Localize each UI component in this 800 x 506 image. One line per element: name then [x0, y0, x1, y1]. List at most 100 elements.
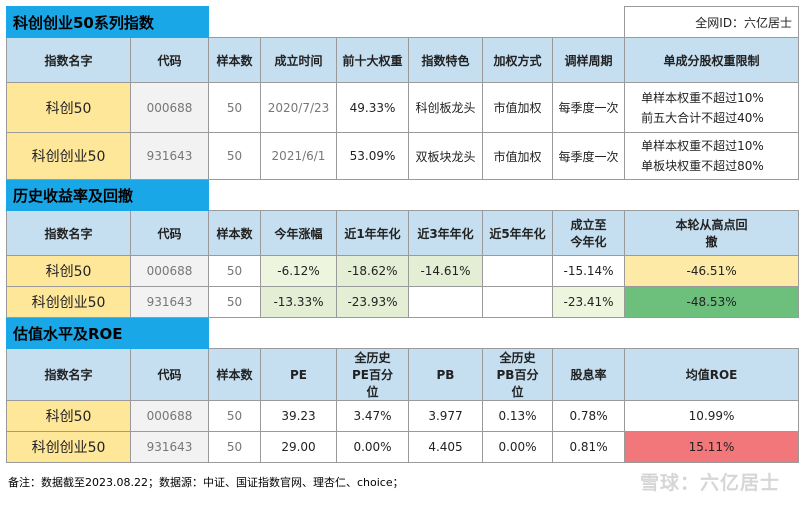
sample-count: 50: [208, 82, 261, 133]
return-5y: [482, 255, 553, 287]
col-header: 样本数: [208, 37, 261, 83]
top10-weight: 53.09%: [336, 132, 409, 180]
col-header: 代码: [130, 348, 209, 401]
col-header: 样本数: [208, 210, 261, 256]
weight-limit-line: 前五大合计不超过40%: [641, 110, 764, 125]
index-code: 931643: [130, 431, 209, 463]
col-header: 指数名字: [6, 348, 131, 401]
return-3y: [408, 286, 483, 318]
col-header: 近1年年化: [336, 210, 409, 256]
index-code: 931643: [130, 132, 209, 180]
return-1y: -23.93%: [336, 286, 409, 318]
dividend-yield: 0.78%: [551, 400, 626, 432]
col-header: 均值ROE: [624, 348, 800, 401]
weight-limit-line: 单板块权重不超过80%: [641, 159, 764, 173]
index-feature: 双板块龙头: [408, 132, 483, 180]
col-header: 指数名字: [6, 210, 131, 256]
col-header: 股息率: [551, 348, 626, 401]
launch-date: 2020/7/23: [260, 82, 337, 133]
col-header: 代码: [130, 37, 209, 83]
weight-limit-line: 单样本权重不超过10%: [641, 90, 764, 105]
pe-value: 39.23: [260, 400, 337, 432]
weight-limit: 单样本权重不超过10% 单板块权重不超过80%: [624, 132, 800, 180]
weight-method: 市值加权: [482, 132, 553, 180]
index-feature: 科创板龙头: [408, 82, 483, 133]
table-row: 科创50 000688 50 2020/7/23 49.33% 科创板龙头 市值…: [6, 82, 800, 133]
col-header: 指数特色: [408, 37, 483, 83]
pb-percentile: 0.00%: [482, 431, 553, 463]
pb-value: 3.977: [408, 400, 483, 432]
index-name: 科创50: [6, 400, 131, 432]
rebalance-cycle: 每季度一次: [551, 132, 626, 180]
header-row: 指数名字 代码 样本数 PE 全历史PE百分位 PB 全历史PB百分位 股息率 …: [6, 348, 800, 401]
sample-count: 50: [208, 132, 261, 180]
table-row: 科创50 000688 50 -6.12% -18.62% -14.61% -1…: [6, 255, 800, 287]
col-header: 今年涨幅: [260, 210, 337, 256]
launch-date: 2021/6/1: [260, 132, 337, 180]
pe-percentile: 3.47%: [336, 400, 409, 432]
col-header: PE: [260, 348, 337, 401]
table-row: 科创创业50 931643 50 -13.33% -23.93% -23.41%…: [6, 286, 800, 318]
sample-count: 50: [208, 400, 261, 432]
sample-count: 50: [208, 431, 261, 463]
header-row: 指数名字 代码 样本数 今年涨幅 近1年年化 近3年年化 近5年年化 成立至今年…: [6, 210, 800, 256]
index-comparison-sheet: 科创创业50系列指数 全网ID：六亿居士 指数名字 代码 样本数 成立时间 前十…: [6, 6, 800, 463]
avg-roe: 15.11%: [624, 431, 800, 463]
index-code: 000688: [130, 255, 209, 287]
pe-percentile: 0.00%: [336, 431, 409, 463]
col-header: 近5年年化: [482, 210, 553, 256]
ytd-return: -13.33%: [260, 286, 337, 318]
table-row: 科创创业50 931643 50 2021/6/1 53.09% 双板块龙头 市…: [6, 132, 800, 180]
table-row: 科创50 000688 50 39.23 3.47% 3.977 0.13% 0…: [6, 400, 800, 432]
col-header: 成立至今年化: [551, 210, 626, 256]
return-since-launch: -15.14%: [551, 255, 626, 287]
col-header: 近3年年化: [408, 210, 483, 256]
return-5y: [482, 286, 553, 318]
index-name: 科创创业50: [6, 132, 131, 180]
sample-count: 50: [208, 286, 261, 318]
col-header: 指数名字: [6, 37, 131, 83]
weight-method: 市值加权: [482, 82, 553, 133]
col-header: PB: [408, 348, 483, 401]
section-title-valuation: 估值水平及ROE: [6, 317, 209, 349]
sample-count: 50: [208, 255, 261, 287]
col-header: 代码: [130, 210, 209, 256]
table-row: 科创创业50 931643 50 29.00 0.00% 4.405 0.00%…: [6, 431, 800, 463]
col-header: 全历史PE百分位: [336, 348, 409, 401]
pe-value: 29.00: [260, 431, 337, 463]
dividend-yield: 0.81%: [551, 431, 626, 463]
avg-roe: 10.99%: [624, 400, 800, 432]
top10-weight: 49.33%: [336, 82, 409, 133]
net-id-label: 全网ID：六亿居士: [624, 6, 800, 38]
col-header: 全历史PB百分位: [482, 348, 553, 401]
col-header: 样本数: [208, 348, 261, 401]
col-header: 成立时间: [260, 37, 337, 83]
index-code: 931643: [130, 286, 209, 318]
return-1y: -18.62%: [336, 255, 409, 287]
index-code: 000688: [130, 82, 209, 133]
footnote: 备注：数据截至2023.08.22；数据源：中证、国证指数官网、理杏仁、choi…: [8, 476, 404, 489]
max-drawdown: -46.51%: [624, 255, 800, 287]
index-name: 科创创业50: [6, 431, 131, 463]
col-header: 调样周期: [551, 37, 626, 83]
col-header: 前十大权重: [336, 37, 409, 83]
ytd-return: -6.12%: [260, 255, 337, 287]
rebalance-cycle: 每季度一次: [551, 82, 626, 133]
index-code: 000688: [130, 400, 209, 432]
header-row: 指数名字 代码 样本数 成立时间 前十大权重 指数特色 加权方式 调样周期 单成…: [6, 37, 800, 83]
pb-percentile: 0.13%: [482, 400, 553, 432]
return-3y: -14.61%: [408, 255, 483, 287]
index-name: 科创50: [6, 82, 131, 133]
section-title-returns: 历史收益率及回撤: [6, 179, 209, 211]
col-header: 加权方式: [482, 37, 553, 83]
pb-value: 4.405: [408, 431, 483, 463]
index-name: 科创50: [6, 255, 131, 287]
weight-limit: 单样本权重不超过10% 前五大合计不超过40%: [624, 82, 800, 133]
col-header: 本轮从高点回撤: [624, 210, 800, 256]
max-drawdown: -48.53%: [624, 286, 800, 318]
index-name: 科创创业50: [6, 286, 131, 318]
col-header: 单成分股权重限制: [624, 37, 800, 83]
return-since-launch: -23.41%: [551, 286, 626, 318]
watermark: 雪球：六亿居士: [639, 472, 780, 494]
section-title-basic-info: 科创创业50系列指数: [6, 6, 209, 38]
